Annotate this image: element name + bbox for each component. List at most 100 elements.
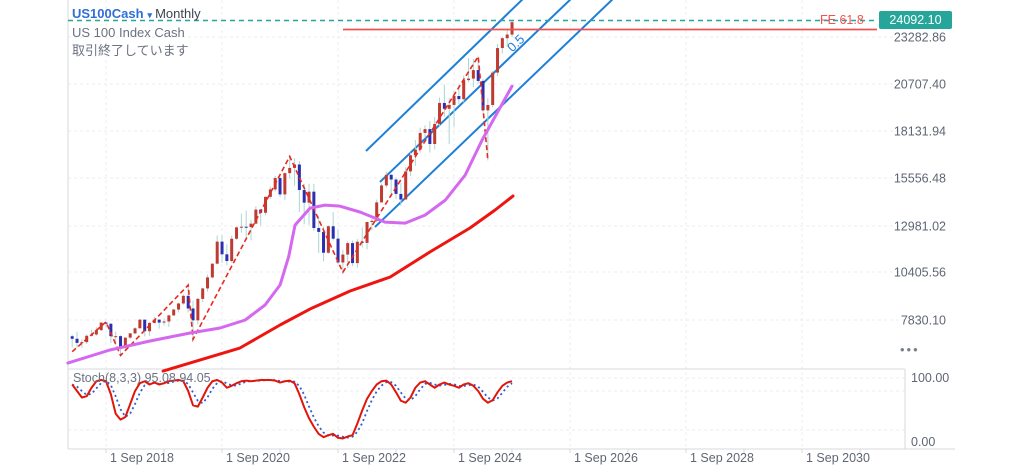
symbol-selector[interactable]: US100Cash ▾: [72, 6, 155, 21]
candle-body: [196, 298, 200, 321]
chart-header: US100Cash ▾ Monthly US 100 Index Cash 取引終了…: [72, 5, 201, 60]
candle-body: [230, 238, 234, 262]
candle-body: [114, 336, 118, 338]
candle-body: [452, 96, 456, 105]
candle-body: [157, 319, 161, 323]
candle-body: [239, 226, 243, 228]
timeframe-label[interactable]: Monthly: [155, 6, 201, 21]
stoch-axis-label: 0.00: [911, 435, 935, 449]
stoch-axis-label: 100.00: [911, 371, 949, 385]
candle-body: [162, 321, 166, 323]
candle-body: [70, 336, 74, 339]
candle-body: [297, 164, 301, 190]
candle-body: [355, 241, 359, 264]
channel-line: [365, 0, 524, 152]
candle-body: [235, 227, 239, 239]
candle-body: [244, 226, 248, 228]
candle-body: [75, 338, 79, 343]
candle-body: [322, 231, 326, 253]
ma-purple-line: [66, 84, 514, 365]
price-axis-label: 18131.94: [894, 125, 946, 139]
candle-body: [268, 189, 272, 197]
candle-body: [491, 72, 495, 105]
candle-body: [119, 336, 123, 348]
candle-body: [346, 243, 350, 255]
candle-body: [133, 328, 137, 334]
candle-body: [375, 202, 379, 221]
candle-body: [206, 277, 210, 289]
candle-body: [249, 223, 253, 227]
candle-body: [210, 263, 214, 278]
candle-body: [307, 191, 311, 203]
candle-body: [172, 309, 176, 316]
candle-body: [467, 78, 471, 81]
candle-body: [288, 167, 292, 174]
candle-body: [404, 171, 408, 200]
chevron-down-icon: ▾: [147, 10, 153, 20]
candle-body: [496, 48, 500, 73]
candle-body: [143, 319, 147, 332]
candle-body: [99, 322, 103, 331]
price-axis-label: 20707.40: [894, 78, 946, 92]
candle-body: [351, 243, 355, 264]
candle-body: [201, 288, 205, 299]
stoch-signal-line: [71, 379, 513, 439]
candle-body: [336, 238, 340, 263]
candle-body: [428, 129, 432, 144]
candle-body: [505, 34, 509, 39]
candle-body: [433, 123, 437, 144]
price-axis-label: 7830.10: [901, 314, 946, 328]
candle-body: [384, 174, 388, 186]
candle-body: [225, 254, 229, 262]
candle-body: [418, 132, 422, 150]
price-axis-label: 23282.86: [894, 31, 946, 45]
date-axis-label: 1 Sep 2030: [806, 451, 870, 465]
candle-body: [94, 330, 98, 335]
ma-red-line: [161, 194, 515, 373]
date-axis-label: 1 Sep 2018: [110, 451, 174, 465]
candle-body: [186, 295, 190, 309]
instrument-description: US 100 Index Cash: [72, 25, 185, 40]
date-axis-label: 1 Sep 2020: [226, 451, 290, 465]
candle-body: [457, 96, 461, 100]
candle-body: [302, 189, 306, 203]
candle-body: [138, 319, 142, 329]
candle-body: [317, 227, 321, 232]
channel-line: [379, 0, 572, 183]
candle-body: [264, 196, 268, 213]
fib-expansion-label[interactable]: FE 61.8: [820, 13, 864, 27]
candle-body: [476, 70, 480, 81]
candle-body: [341, 254, 345, 263]
candle-body: [167, 315, 171, 322]
candle-body: [283, 173, 287, 195]
candle-body: [181, 295, 185, 304]
candle-body: [123, 337, 127, 348]
price-axis-label: 10405.56: [894, 266, 946, 280]
date-axis-label: 1 Sep 2024: [458, 451, 522, 465]
candle-body: [500, 38, 504, 49]
candle-body: [413, 149, 417, 156]
candle-body: [462, 80, 466, 100]
candle-body: [471, 70, 475, 79]
candle-body: [370, 220, 374, 223]
channel-line: [374, 0, 614, 228]
stoch-indicator-label[interactable]: Stoch(8,3,3) 95.08 94.05: [73, 371, 211, 385]
candle-body: [389, 174, 393, 180]
candle-body: [177, 303, 181, 310]
candle-body: [510, 22, 514, 35]
candle-body: [215, 241, 219, 264]
zigzag-line: [71, 54, 489, 357]
candle-body: [423, 129, 427, 133]
candle-body: [148, 322, 152, 332]
date-axis-label: 1 Sep 2022: [342, 451, 406, 465]
symbol-name: US100Cash: [72, 6, 144, 21]
date-axis-label: 1 Sep 2026: [574, 451, 638, 465]
candle-body: [447, 104, 451, 109]
current-price-badge: 24092.10: [879, 11, 952, 29]
candle-body: [438, 102, 442, 124]
chart-header-row: US100Cash ▾ Monthly: [72, 5, 201, 24]
panel-menu-icon[interactable]: •••: [900, 342, 920, 357]
candle-body: [486, 104, 490, 111]
